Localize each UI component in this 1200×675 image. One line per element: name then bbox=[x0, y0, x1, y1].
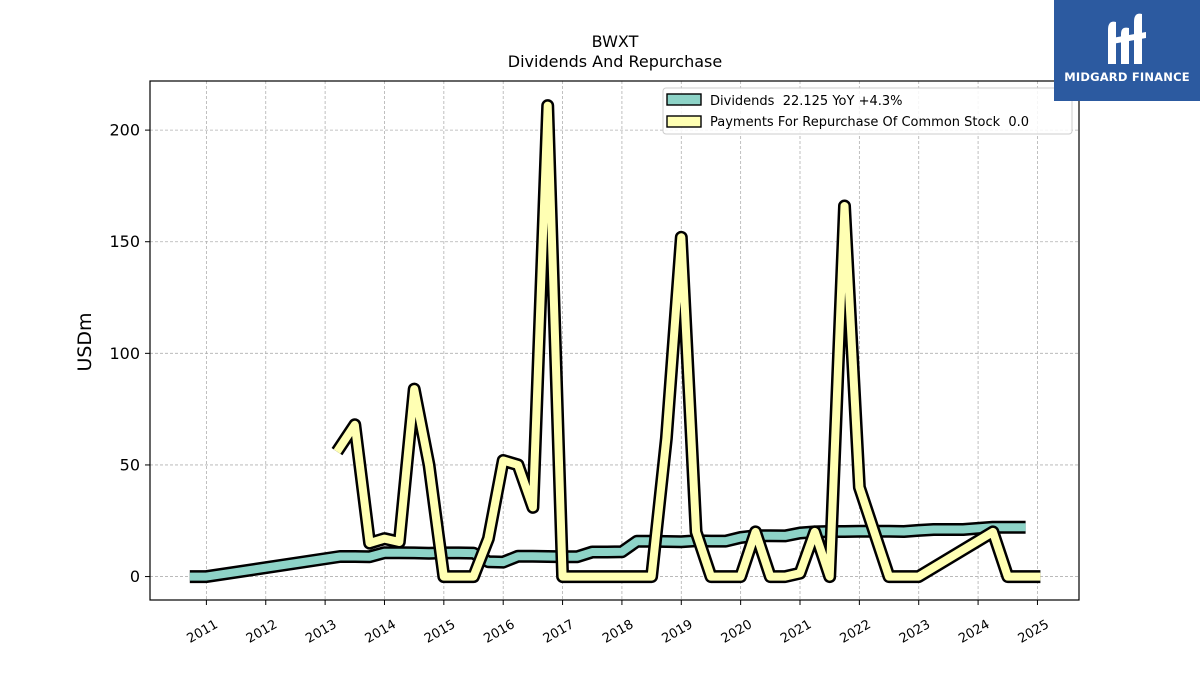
x-tick-label: 2015 bbox=[422, 617, 458, 647]
chart-subtitle: Dividends And Repurchase bbox=[508, 52, 722, 71]
x-tick-label: 2023 bbox=[897, 617, 933, 647]
y-tick-label: 50 bbox=[120, 455, 140, 474]
x-tick-label: 2016 bbox=[481, 617, 517, 647]
series-layer bbox=[189, 99, 1041, 584]
legend-label-dividends: Dividends 22.125 YoY +4.3% bbox=[710, 94, 903, 109]
plot-frame bbox=[149, 80, 1080, 601]
x-tick-label: 2022 bbox=[838, 617, 874, 647]
x-tick-label: 2020 bbox=[719, 617, 755, 647]
chart-title: BWXT bbox=[592, 32, 639, 51]
legend-label-repurchase: Payments For Repurchase Of Common Stock … bbox=[710, 115, 1029, 130]
x-tick-label: 2018 bbox=[600, 617, 636, 647]
legend-swatch-dividends bbox=[666, 93, 702, 106]
x-tick-label: 2014 bbox=[363, 617, 399, 647]
x-tick-label: 2019 bbox=[659, 617, 695, 647]
legend-box bbox=[662, 87, 1073, 135]
logo-text: MIDGARD FINANCE bbox=[1064, 70, 1190, 84]
y-axis-label: USDm bbox=[74, 312, 96, 371]
series-repurchase-line bbox=[333, 101, 1041, 581]
x-tick-label: 2024 bbox=[956, 617, 992, 647]
midgard-finance-logo: MIDGARD FINANCE bbox=[1054, 0, 1200, 101]
x-tick-label: 2011 bbox=[185, 617, 221, 647]
legend: Dividends 22.125 YoY +4.3% Payments For … bbox=[662, 87, 1073, 135]
logo-mark-icon bbox=[1108, 13, 1146, 65]
x-tick-label: 2021 bbox=[778, 617, 814, 647]
y-tick-label: 150 bbox=[109, 232, 140, 251]
y-tick-label: 100 bbox=[109, 344, 140, 363]
gridlines bbox=[150, 81, 1079, 600]
x-tick-label: 2017 bbox=[541, 617, 577, 647]
y-tick-label: 0 bbox=[130, 567, 140, 586]
x-tick-label: 2012 bbox=[244, 617, 280, 647]
y-tick-label: 200 bbox=[109, 121, 140, 140]
series-dividends-line bbox=[189, 523, 1026, 581]
x-tick-label: 2013 bbox=[303, 617, 339, 647]
legend-swatch-repurchase bbox=[666, 115, 702, 128]
x-tick-label: 2025 bbox=[1016, 617, 1052, 647]
